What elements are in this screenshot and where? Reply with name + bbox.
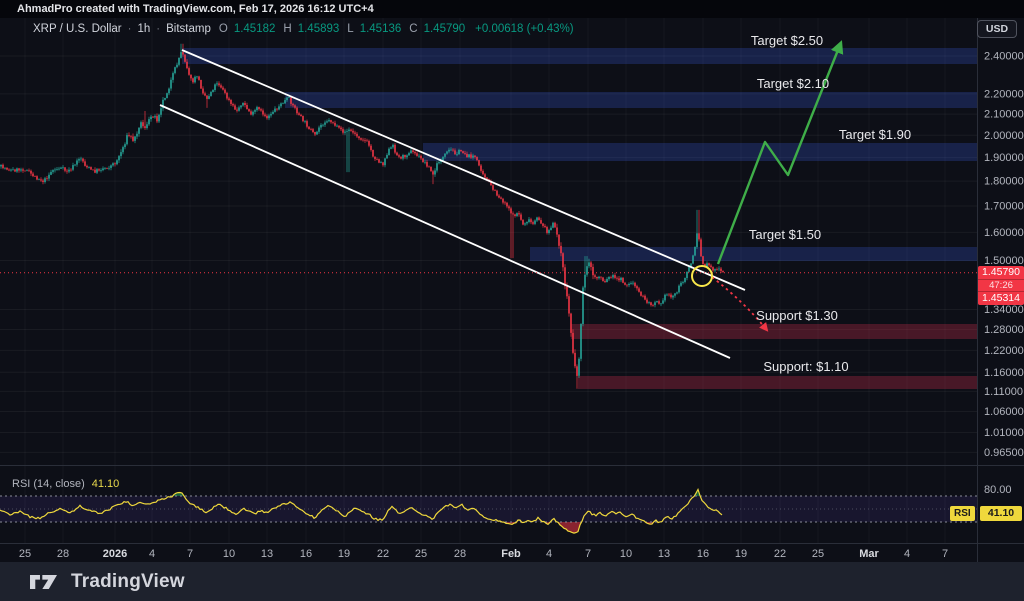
rsi-overbought-fill (0, 489, 723, 496)
tradingview-logo-icon (30, 574, 57, 589)
trend-channel-line[interactable] (181, 49, 746, 291)
rsi-axis-value: 41.10 (980, 506, 1022, 521)
time-axis-label: 19 (735, 548, 747, 560)
bullish-projection-arrow[interactable] (716, 40, 844, 265)
time-axis-label: 16 (300, 548, 312, 560)
target-zone-label: Target $1.90 (839, 127, 911, 142)
time-axis-label: 19 (338, 548, 350, 560)
currency-button[interactable]: USD (977, 20, 1017, 38)
rsi-band (0, 496, 977, 522)
rsi-axis-label: 80.00 (984, 484, 1012, 496)
high-label: H (283, 23, 292, 35)
price-axis-label: 2.20000 (984, 88, 1024, 100)
symbol-title[interactable]: XRP / U.S. Dollar (33, 23, 122, 35)
time-axis-label: 4 (149, 548, 155, 560)
symbol-legend[interactable]: XRP / U.S. Dollar · 1h · Bitstamp O 1.45… (33, 22, 574, 36)
high-value: 1.45893 (297, 23, 340, 35)
time-axis-label: 13 (658, 548, 670, 560)
tradingview-logo-text: TradingView (71, 570, 185, 592)
rsi-line (0, 487, 723, 534)
close-label: C (409, 23, 418, 35)
price-axis-label: 1.60000 (984, 227, 1024, 239)
low-value: 1.45136 (359, 23, 402, 35)
price-axis-label: 2.10000 (984, 109, 1024, 121)
rsi-value: 41.10 (91, 478, 120, 490)
price-axis-label: 2.00000 (984, 130, 1024, 142)
rsi-legend[interactable]: RSI (14, close) 41.10 (12, 478, 119, 490)
price-axis-label: 1.11000 (984, 386, 1023, 398)
target-zone-label: Target $1.50 (749, 227, 821, 242)
target-zone-label: Target $2.50 (751, 33, 823, 48)
exchange-label[interactable]: Bitstamp (166, 23, 211, 35)
time-axis-label: 4 (904, 548, 910, 560)
price-axis-label: 1.50000 (984, 255, 1024, 267)
price-axis-label: 1.90000 (984, 152, 1024, 164)
time-axis-label: 10 (620, 548, 632, 560)
price-axis-label: 2.40000 (984, 51, 1024, 63)
time-axis-label: Feb (501, 548, 521, 560)
target-zone[interactable] (182, 48, 977, 64)
price-axis-label: 1.80000 (984, 176, 1024, 188)
price-axis-label: 1.70000 (984, 201, 1024, 213)
time-axis-label: 25 (812, 548, 824, 560)
candles-down (2, 52, 724, 376)
target-zone[interactable] (530, 247, 977, 261)
price-axis-label: 1.06000 (984, 406, 1024, 418)
breakout-highlight-circle[interactable] (691, 265, 713, 287)
time-axis-label: 2026 (103, 548, 127, 560)
time-axis-label: 4 (546, 548, 552, 560)
last-price-value: 1.45790 (982, 266, 1020, 278)
close-value: 1.45790 (423, 23, 466, 35)
rsi-oversold-fill (0, 522, 723, 534)
time-axis-label: 22 (774, 548, 786, 560)
time-axis-label: 25 (415, 548, 427, 560)
time-axis-label: 10 (223, 548, 235, 560)
trend-channel-line[interactable] (159, 104, 731, 359)
price-axis-label: 1.34000 (984, 304, 1024, 316)
open-value: 1.45182 (233, 23, 276, 35)
interval-label[interactable]: 1h (137, 23, 151, 35)
open-label: O (218, 23, 228, 35)
price-axis-label: 1.01000 (984, 427, 1024, 439)
time-axis-label: 7 (585, 548, 591, 560)
change-value: +0.00618 (+0.43%) (475, 23, 574, 35)
time-axis-label: 25 (19, 548, 31, 560)
price-axis-label: 0.96500 (984, 447, 1024, 459)
price-axis-label: 1.16000 (984, 367, 1024, 379)
low-label: L (347, 23, 354, 35)
last-price-badge: 1.45790 47:26 1.45314 (978, 266, 1024, 305)
time-axis-label: 13 (261, 548, 273, 560)
legend-separator: · (156, 23, 161, 35)
support-zone-label: Support $1.30 (756, 308, 838, 323)
legend-separator: · (127, 23, 132, 35)
rsi-axis-tag: RSI (950, 506, 975, 521)
tradingview-footer[interactable]: TradingView (0, 562, 1024, 601)
time-axis-label: 7 (187, 548, 193, 560)
candles-up (0, 52, 720, 376)
price-axis-label: 1.22000 (984, 345, 1024, 357)
time-axis-label: 28 (454, 548, 466, 560)
target-zone[interactable] (423, 143, 977, 161)
time-axis-label: 16 (697, 548, 709, 560)
attribution-bar: AhmadPro created with TradingView.com, F… (0, 0, 1024, 18)
price-axis-label: 1.28000 (984, 324, 1024, 336)
secondary-price-value: 1.45314 (982, 292, 1020, 304)
time-axis-label: Mar (859, 548, 879, 560)
support-zone-label: Support: $1.10 (763, 359, 848, 374)
bearish-projection-arrow[interactable] (711, 276, 769, 332)
time-axis-label: 28 (57, 548, 69, 560)
time-axis-label: 7 (942, 548, 948, 560)
time-axis-label: 22 (377, 548, 389, 560)
support-zone[interactable] (571, 324, 977, 339)
bar-countdown: 47:26 (978, 279, 1024, 292)
support-zone[interactable] (578, 376, 977, 389)
target-zone-label: Target $2.10 (757, 76, 829, 91)
target-zone[interactable] (285, 92, 977, 108)
attribution-text: AhmadPro created with TradingView.com, F… (17, 3, 374, 15)
rsi-title[interactable]: RSI (14, close) (12, 478, 85, 490)
